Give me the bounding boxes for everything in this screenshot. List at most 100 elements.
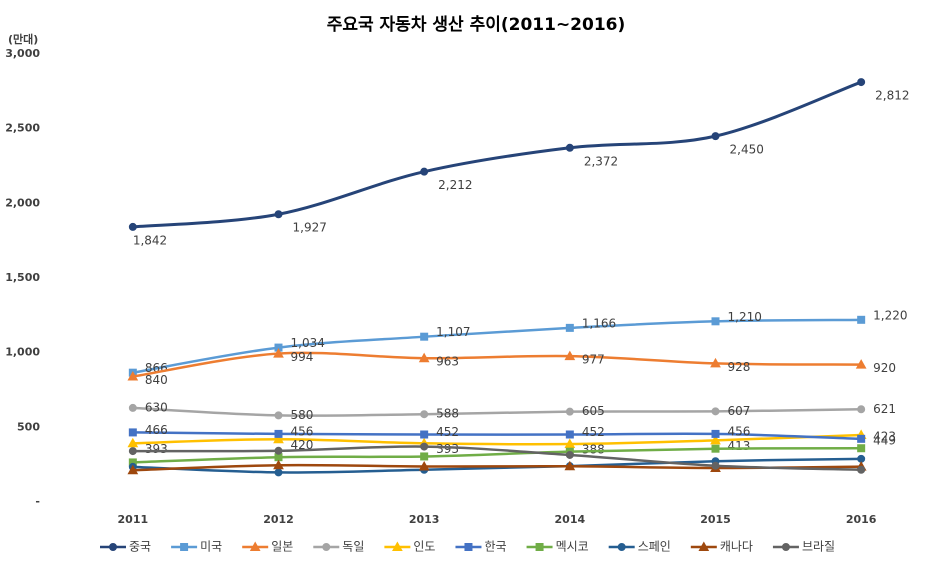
series-line [132,433,862,446]
data-point [857,78,866,87]
series-line [132,431,862,441]
data-label: 466 [145,423,168,437]
data-point [127,464,139,475]
data-label: 580 [291,408,314,422]
data-point [420,332,429,341]
data-point [857,434,866,443]
legend-label: 멕시코 [556,540,589,554]
data-point [857,465,866,474]
data-label: 388 [582,443,605,457]
data-label: 630 [145,400,168,414]
data-label: 413 [728,439,751,453]
legend-item: 한국 [455,540,507,554]
data-point [565,430,574,439]
data-point [711,317,720,326]
data-point [711,429,720,438]
data-label: 1,107 [436,325,470,339]
series-line [132,446,862,464]
chart-title: 주요국 자동차 생산 추이(2011~2016) [327,15,626,35]
legend-marker [249,541,261,551]
legend-item: 독일 [313,540,364,554]
data-point [711,461,720,470]
data-point [273,433,284,444]
data-label: 1,220 [873,308,907,322]
data-point [418,460,430,471]
data-label: 2,812 [875,89,909,103]
data-label: 977 [582,353,605,367]
legend-marker [109,543,117,551]
data-label: 2,212 [438,178,472,192]
data-point [420,452,429,461]
data-point [564,350,576,361]
data-label: 1,927 [293,221,327,235]
series-line [132,318,862,374]
data-label: 1,842 [133,233,167,247]
data-label: 1,034 [291,336,325,350]
legend-marker [392,541,403,551]
series-line [132,457,862,474]
data-point [564,460,576,471]
data-point [273,459,284,470]
data-label: 1,166 [582,316,616,330]
series-line [132,463,862,472]
series-line [132,351,862,378]
data-point [565,323,574,332]
data-point [127,371,139,381]
data-label: 452 [436,425,459,439]
data-point [565,143,574,152]
data-point [128,222,137,231]
legend-item: 일본 [242,540,293,554]
legend-label: 캐나다 [720,540,753,554]
y-axis-label: (만대) [8,32,38,46]
legend-marker [180,543,189,551]
data-point [128,403,137,412]
data-label: 449 [873,433,896,447]
data-point [711,132,720,141]
legend-item: 브라질 [772,540,835,554]
data-label: 456 [291,424,314,438]
data-label: 456 [728,424,751,438]
x-tick-label: 2014 [555,513,586,526]
data-label: 2,450 [730,143,764,157]
series-line [132,80,862,229]
data-label: 393 [436,442,459,456]
data-label: 928 [728,360,751,374]
y-tick-label: 500 [17,420,40,433]
data-point [855,359,867,369]
x-tick-label: 2013 [409,513,440,526]
series-line [132,445,862,471]
data-point [857,405,866,414]
data-point [273,348,284,358]
legend-label: 독일 [342,540,364,554]
legend-marker [464,543,473,551]
data-point [274,468,283,477]
data-label: 920 [873,361,896,375]
y-tick-label: 1,500 [5,271,40,284]
data-point [274,429,283,438]
data-label: 840 [145,373,168,387]
data-point [420,442,429,451]
data-label: 1,210 [728,310,762,324]
data-point [857,315,866,324]
data-point [857,444,866,453]
data-point [274,446,283,455]
legend-label: 중국 [129,540,151,554]
data-label: 423 [873,429,896,443]
legend-item: 스페인 [608,540,671,554]
data-point [274,210,283,219]
legend-label: 한국 [484,540,506,554]
data-label: 393 [145,442,168,456]
legend-label: 일본 [271,540,293,554]
data-point [420,410,429,419]
y-tick-label: - [35,495,40,508]
data-point [418,352,430,363]
data-point [420,167,429,176]
data-point [128,447,137,456]
legend-item: 멕시코 [526,540,589,554]
data-point [127,437,139,448]
x-tick-label: 2015 [700,513,731,526]
data-point [274,411,283,420]
y-tick-label: 1,000 [5,346,40,359]
legend-marker [617,543,626,551]
data-point [565,407,574,416]
